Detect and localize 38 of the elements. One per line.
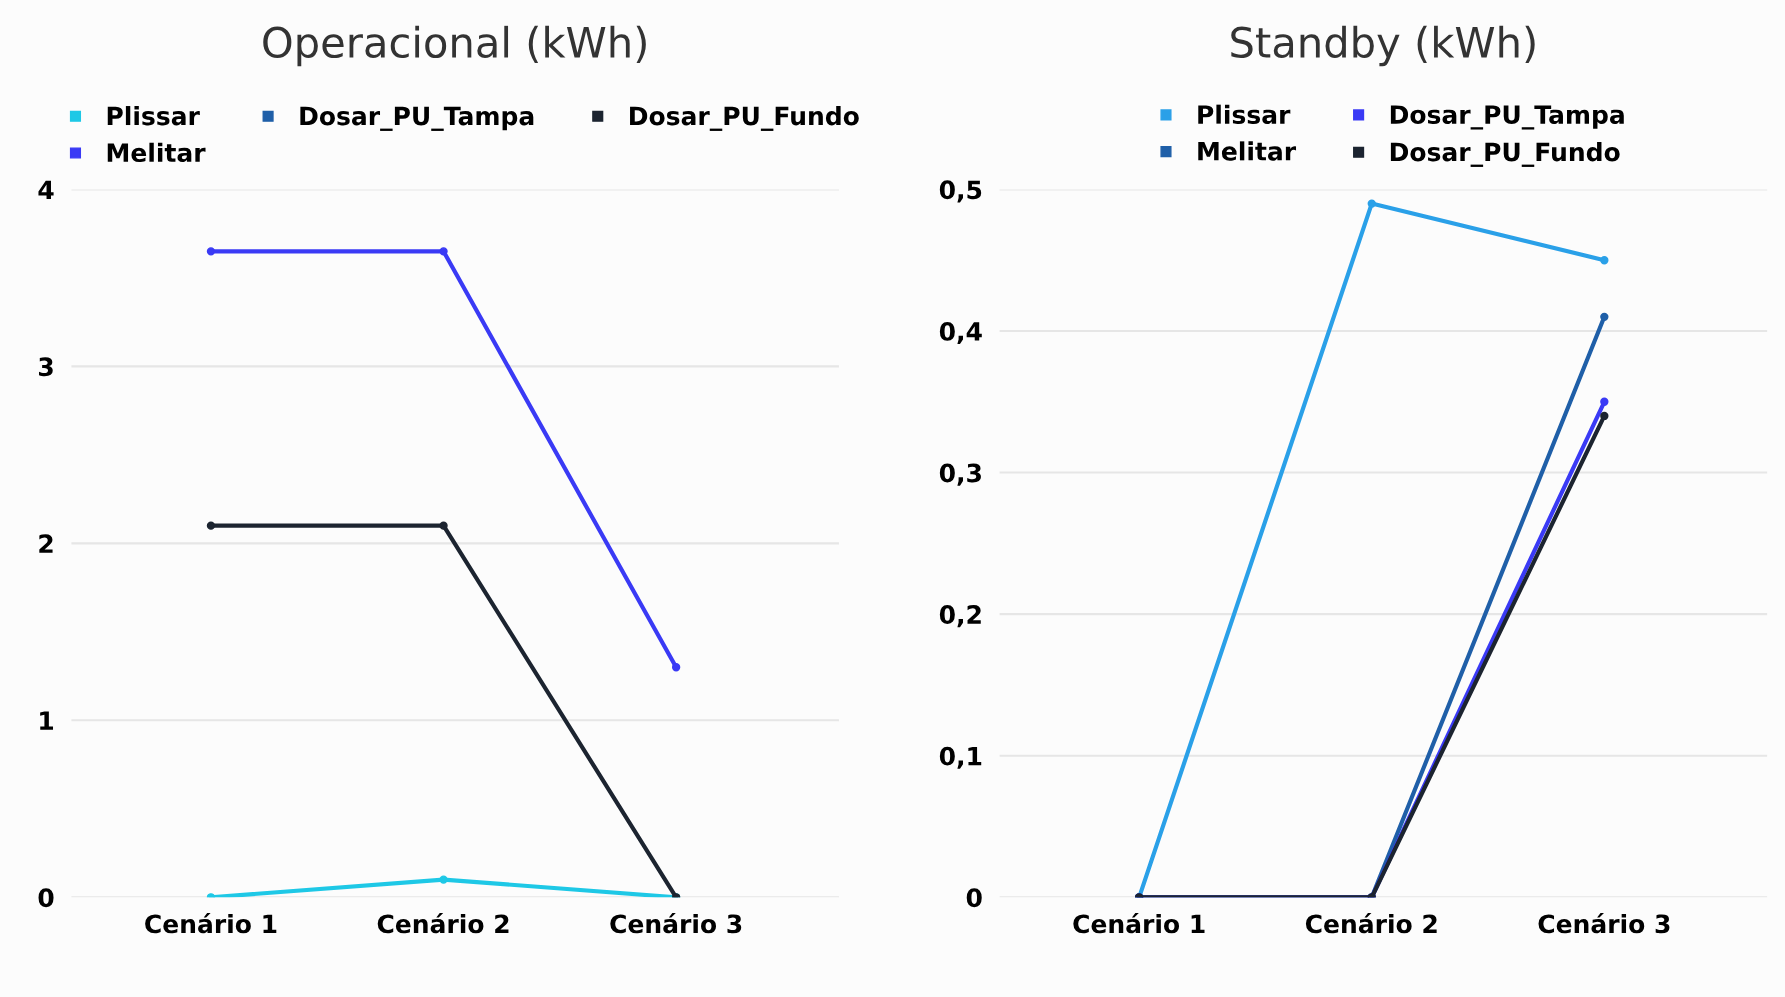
legend-label: Melitar xyxy=(107,142,206,163)
y-tick-label: 0,2 xyxy=(939,605,981,628)
point xyxy=(1600,256,1609,265)
legend-label: Dosar_PU_Fundo xyxy=(1390,142,1620,167)
y-tick-label: 2 xyxy=(39,534,53,553)
point xyxy=(206,247,216,256)
x-tick-label: Cenário 1 xyxy=(145,912,277,934)
point xyxy=(671,663,681,672)
point xyxy=(1600,312,1609,322)
point xyxy=(1367,199,1376,208)
x-tick-label: Cenário 2 xyxy=(377,912,509,934)
legend-label: Dosar_PU_Tampa xyxy=(1390,105,1624,130)
y-tick-label: 0,1 xyxy=(939,746,982,769)
point xyxy=(206,521,216,530)
point xyxy=(439,521,448,530)
x-tick-label: Cenário 3 xyxy=(1538,912,1670,934)
point xyxy=(439,875,448,884)
chart-title: Standby (kWh) xyxy=(1231,25,1535,67)
point xyxy=(1600,411,1609,421)
y-tick-label: 3 xyxy=(39,357,53,377)
y-tick-label: 0,3 xyxy=(939,463,981,486)
point xyxy=(439,247,448,256)
chart-title: Operacional (kWh) xyxy=(263,25,646,67)
legend-label: Melitar xyxy=(1198,141,1297,161)
x-tick-label: Cenário 2 xyxy=(1305,912,1437,934)
point xyxy=(1600,397,1609,406)
y-tick-label: 1 xyxy=(40,711,54,730)
x-tick-label: Cenário 3 xyxy=(610,912,742,934)
y-tick-label: 0 xyxy=(38,888,54,908)
legend-label: Plissar xyxy=(1198,104,1291,124)
legend-label: Plissar xyxy=(107,106,200,126)
x-tick-label: Cenário 1 xyxy=(1073,912,1205,934)
y-tick-label: 0,4 xyxy=(939,321,982,345)
y-tick-label: 0,5 xyxy=(939,180,982,203)
legend-label: Dosar_PU_Tampa xyxy=(300,106,534,131)
y-tick-label: 4 xyxy=(38,180,54,199)
legend-label: Dosar_PU_Fundo xyxy=(630,106,859,131)
y-tick-label: 0 xyxy=(966,888,982,908)
